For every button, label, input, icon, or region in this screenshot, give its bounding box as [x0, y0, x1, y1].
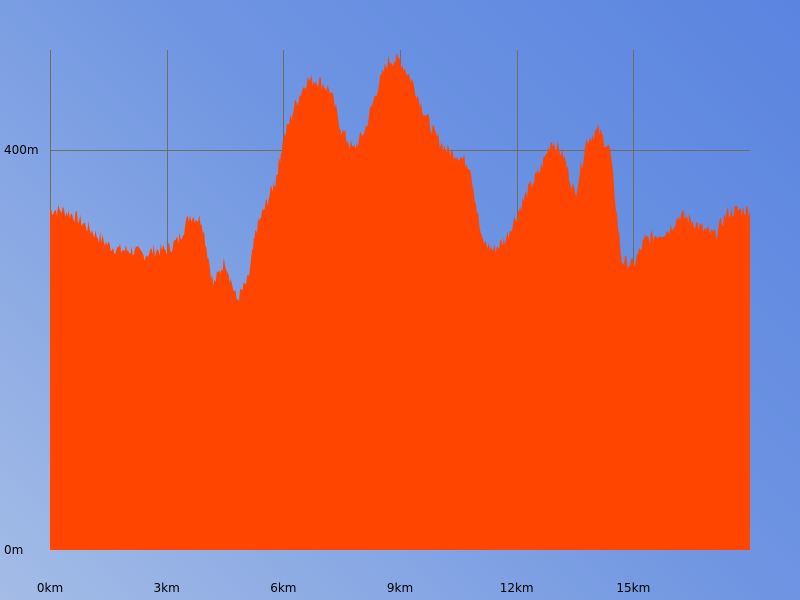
x-tick-label: 12km: [500, 581, 534, 595]
axis-tick-labels: 0km 3km 6km 9km 12km 15km 0m 400m: [4, 143, 650, 595]
x-tick-label: 6km: [270, 581, 296, 595]
x-tick-label: 0km: [37, 581, 63, 595]
elevation-area: [50, 53, 750, 551]
y-tick-label: 0m: [4, 543, 23, 557]
x-tick-label: 3km: [154, 581, 180, 595]
x-tick-label: 15km: [616, 581, 650, 595]
x-tick-label: 9km: [387, 581, 413, 595]
y-tick-label: 400m: [4, 143, 39, 157]
